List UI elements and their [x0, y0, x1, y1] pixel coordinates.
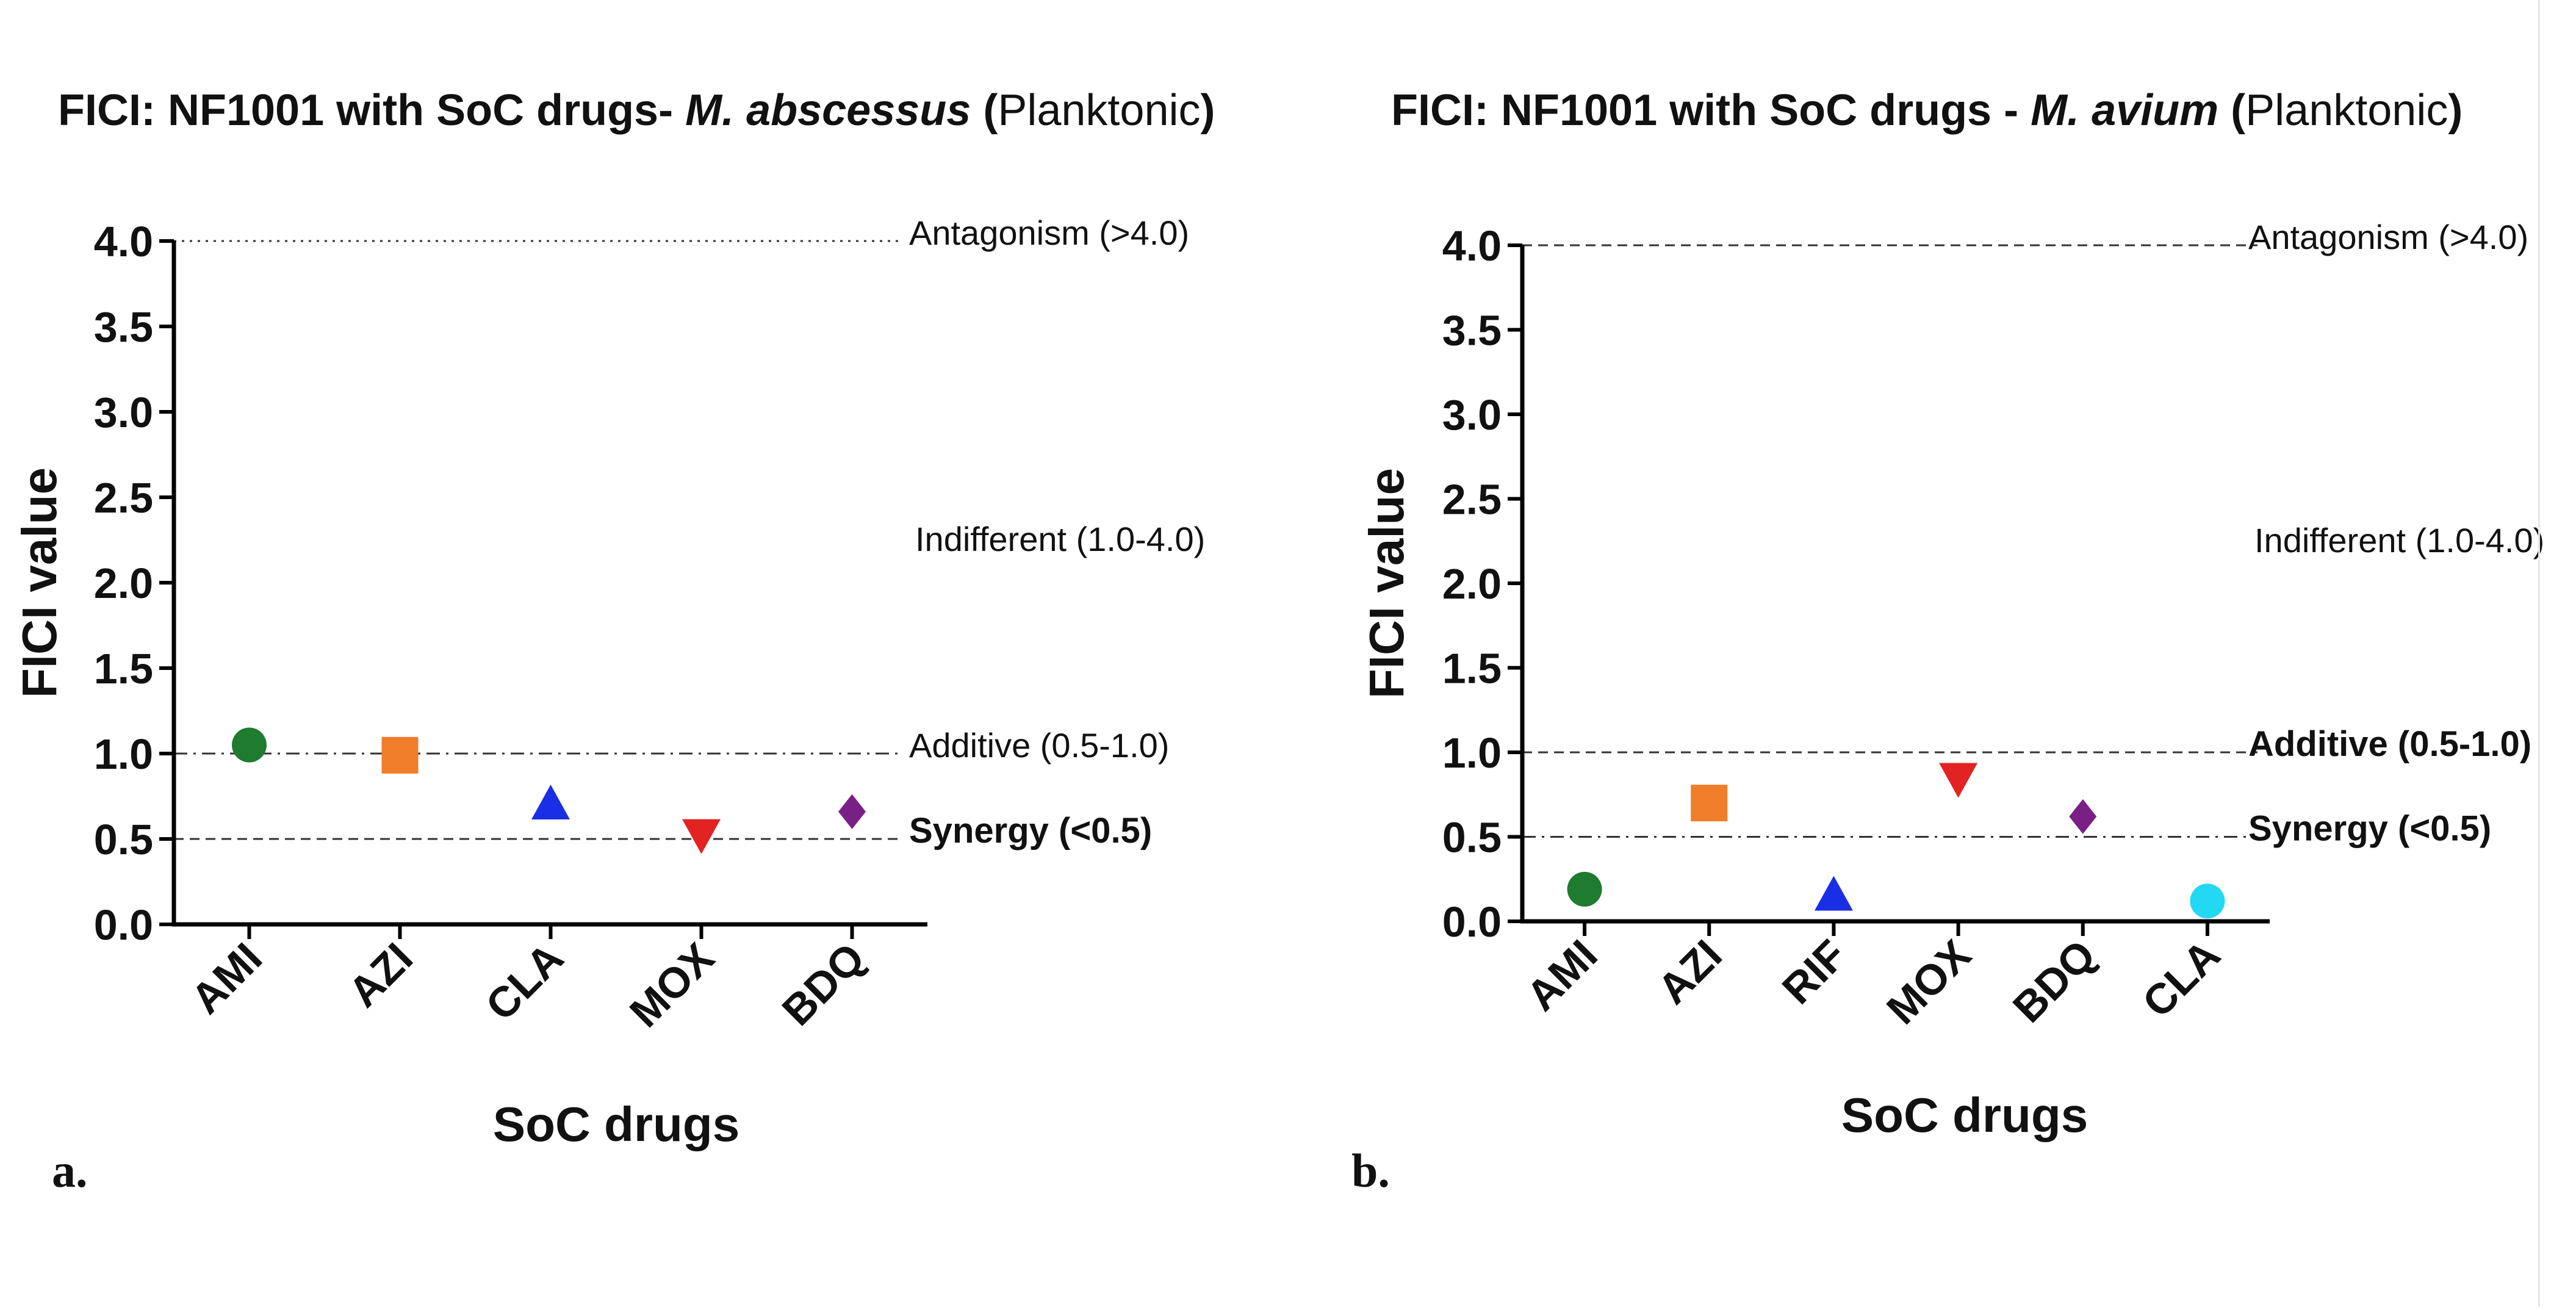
y-tick-label-2: 1.0 [94, 730, 153, 778]
chart-title: FICI: NF1001 with SoC drugs- M. abscessu… [58, 86, 1215, 135]
title-organism: M. abscessus [685, 86, 971, 135]
y-tick-label-7: 3.5 [94, 303, 153, 351]
data-point-3 [682, 819, 721, 854]
chart-title: FICI: NF1001 with SoC drugs - M. avium (… [1391, 86, 2463, 135]
reference-label-2: Synergy (<0.5) [909, 811, 1152, 851]
reference-label-1: Additive (0.5-1.0) [909, 726, 1169, 765]
y-tick-label-0: 0.0 [94, 901, 153, 949]
title-condition: Planktonic [998, 86, 1200, 135]
panel-letter: a. [52, 1144, 88, 1197]
y-tick-label-5: 2.5 [94, 474, 153, 522]
data-point-4 [838, 794, 866, 829]
data-point-2 [1814, 876, 1853, 911]
x-tick-label-3: MOX [621, 934, 723, 1036]
title-paren-open: ( [2218, 86, 2245, 135]
x-tick-label-1: AZI [1649, 930, 1731, 1013]
x-tick-label-1: AZI [339, 934, 422, 1016]
x-axis-title: SoC drugs [1841, 1088, 2088, 1142]
x-tick-label-2: CLA [477, 934, 572, 1029]
data-point-0 [1567, 871, 1602, 907]
data-point-3 [1939, 763, 1978, 798]
x-axis-title: SoC drugs [493, 1097, 739, 1151]
x-tick-label-0: AMI [1517, 930, 1606, 1020]
panel-letter: b. [1351, 1144, 1390, 1197]
data-point-2 [531, 785, 570, 819]
reference-label-2: Synergy (<0.5) [2248, 809, 2491, 849]
x-tick-label-3: MOX [1877, 930, 1980, 1033]
y-tick-label-1: 0.5 [94, 816, 153, 863]
title-condition: Planktonic [2245, 86, 2448, 135]
title-paren-close: ) [1201, 86, 1215, 135]
data-point-5 [2190, 884, 2225, 919]
x-tick-label-5: CLA [2134, 930, 2229, 1026]
title-paren-open: ( [971, 86, 998, 135]
x-tick-label-0: AMI [182, 934, 271, 1023]
y-tick-label-8: 4.0 [1442, 222, 1502, 270]
title-paren-close: ) [2448, 86, 2463, 135]
y-tick-label-0: 0.0 [1442, 898, 1502, 946]
panel-a: FICI: NF1001 with SoC drugs- M. abscessu… [12, 86, 1215, 1197]
data-point-1 [1691, 785, 1728, 822]
y-tick-label-4: 2.0 [94, 560, 153, 607]
y-tick-label-7: 3.5 [1442, 307, 1502, 354]
y-tick-label-8: 4.0 [94, 218, 153, 265]
y-tick-label-2: 1.0 [1442, 729, 1502, 777]
y-axis-title: FICI value [1359, 468, 1414, 699]
band-label-0: Indifferent (1.0-4.0) [915, 520, 1205, 558]
y-tick-label-4: 2.0 [1442, 560, 1502, 608]
data-point-4 [2069, 799, 2097, 834]
data-point-1 [381, 736, 419, 774]
y-tick-label-6: 3.0 [94, 389, 153, 436]
reference-label-0: Antagonism (>4.0) [909, 214, 1189, 252]
x-tick-label-4: BDQ [2004, 930, 2104, 1031]
y-tick-label-3: 1.5 [94, 645, 153, 693]
x-tick-label-4: BDQ [773, 934, 874, 1034]
data-point-0 [232, 727, 267, 763]
y-axis-title: FICI value [12, 467, 67, 698]
title-prefix: FICI: NF1001 with SoC drugs - [1391, 86, 2031, 135]
y-tick-label-5: 2.5 [1442, 476, 1502, 524]
title-organism: M. avium [2031, 86, 2218, 135]
x-tick-label-2: RIF [1773, 930, 1855, 1013]
y-tick-label-6: 3.0 [1442, 391, 1502, 439]
title-prefix: FICI: NF1001 with SoC drugs- [58, 86, 685, 135]
page-edge-rule [2538, 0, 2540, 1307]
y-tick-label-3: 1.5 [1442, 645, 1502, 693]
reference-label-1: Additive (0.5-1.0) [2248, 724, 2531, 764]
panel-b: FICI: NF1001 with SoC drugs - M. avium (… [1351, 86, 2544, 1197]
band-label-0: Indifferent (1.0-4.0) [2254, 521, 2544, 560]
reference-label-0: Antagonism (>4.0) [2248, 218, 2528, 256]
y-tick-label-1: 0.5 [1442, 814, 1502, 862]
